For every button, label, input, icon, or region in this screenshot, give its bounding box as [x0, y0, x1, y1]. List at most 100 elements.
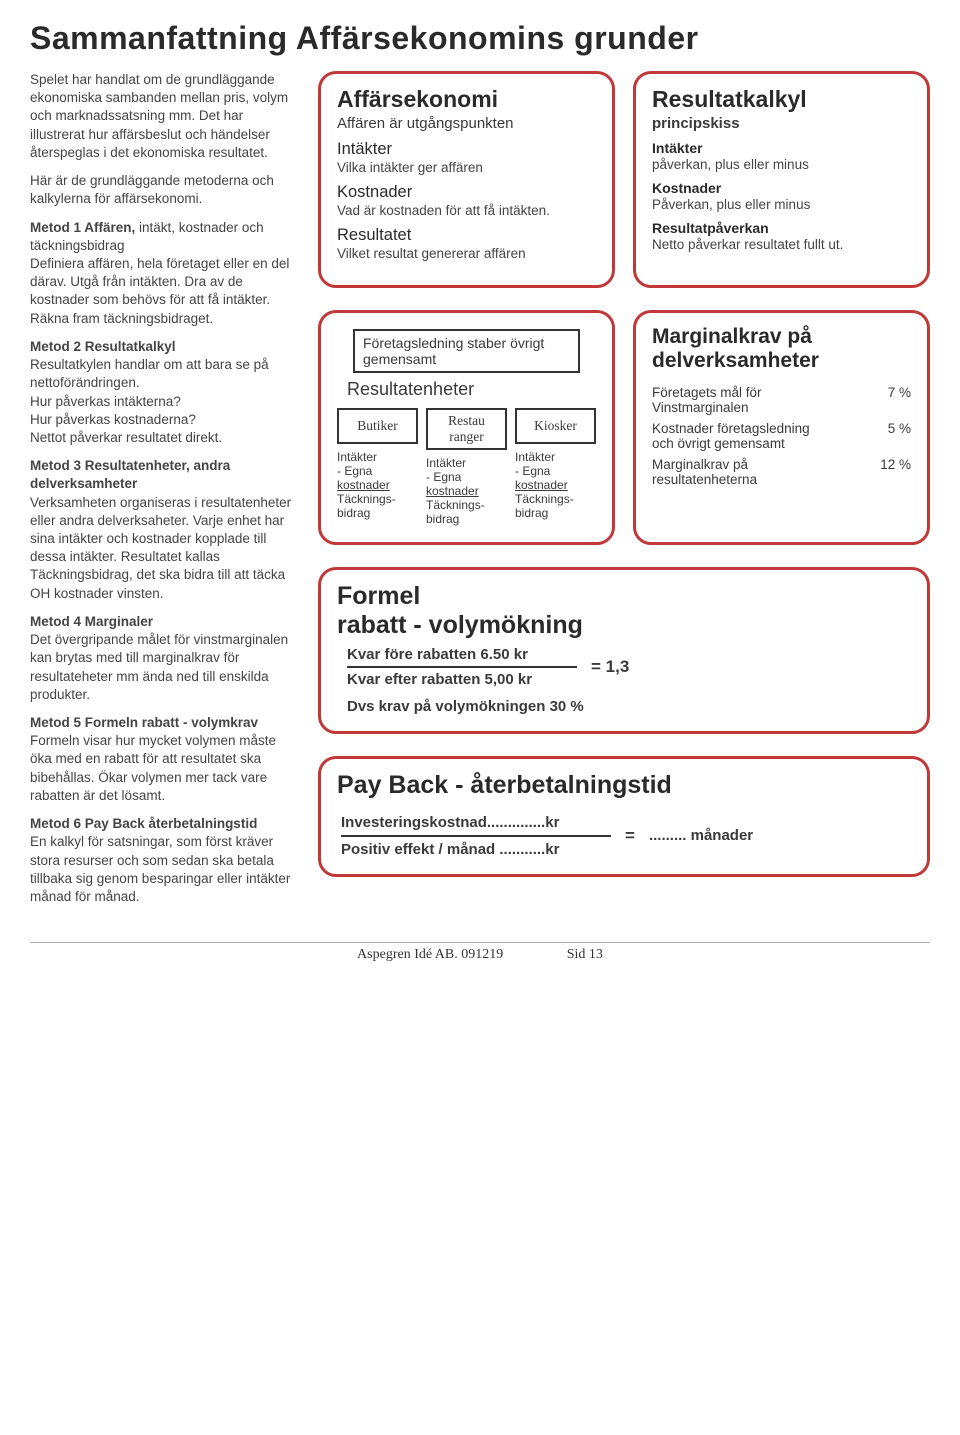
fraction-line: [341, 835, 611, 837]
method-4-body: Det övergripande målet för vinstmarginal…: [30, 632, 288, 702]
unit-line: - Egna: [515, 464, 596, 478]
unit-line: Intäkter: [426, 456, 507, 470]
unit-line: Intäkter: [515, 450, 596, 464]
method-2-title: Metod 2 Resultatkalkyl: [30, 339, 176, 354]
method-4-title: Metod 4 Marginaler: [30, 614, 153, 629]
page-title: Sammanfattning Affärsekonomins grunder: [30, 20, 930, 57]
resultat-sub: principskiss: [652, 115, 911, 132]
resultat-d1t: Intäkter: [652, 140, 911, 156]
method-1-body: intäkt, kostnader och täckningsbidrag De…: [30, 220, 289, 326]
units-row: Butiker Intäkter - Egna kostnader Täckni…: [337, 408, 596, 526]
unit-col-2: Kiosker Intäkter - Egna kostnader Täckni…: [515, 408, 596, 526]
payback-top: Investeringskostnad..............kr: [341, 814, 611, 831]
marginal-row-3: Marginalkrav på resultatenheterna 12 %: [652, 457, 911, 487]
resultat-d1b: påverkan, plus eller minus: [652, 157, 911, 172]
formel-heading: Formel rabatt - volymökning: [337, 582, 911, 640]
method-5-title: Metod 5 Formeln rabatt - volymkrav: [30, 715, 258, 730]
affarsekonomi-box: Affärsekonomi Affären är utgångspunkten …: [318, 71, 615, 288]
units-label: Resultatenheter: [347, 379, 596, 400]
payback-heading: Pay Back - återbetalningstid: [337, 771, 911, 800]
marginal-r1b: 7 %: [888, 385, 911, 415]
method-3-body: Verksamheten organiseras i resultatenhet…: [30, 495, 291, 601]
marginal-box: Marginalkrav på delverksamheter Företage…: [633, 310, 930, 545]
formel-fraction: Kvar före rabatten 6.50 kr Kvar efter ra…: [347, 646, 911, 688]
formel-heading-2: rabatt - volymökning: [337, 611, 583, 639]
method-5: Metod 5 Formeln rabatt - volymkrav Forme…: [30, 714, 300, 805]
unit-line: kostnader: [515, 478, 596, 492]
resultat-d3b: Netto påverkar resultatet fullt ut.: [652, 237, 911, 252]
footer-page: Sid 13: [567, 947, 603, 963]
unit-line: kostnader: [337, 478, 418, 492]
method-4: Metod 4 Marginaler Det övergripande måle…: [30, 613, 300, 704]
unit-line: Täcknings-: [426, 498, 507, 512]
unit-line: bidrag: [337, 506, 418, 520]
payback-eq: =: [625, 826, 635, 846]
left-column: Spelet har handlat om de grundläggande e…: [30, 71, 300, 916]
method-3-title: Metod 3 Resultatenheter, andra delverksa…: [30, 458, 230, 491]
payback-bot: Positiv effekt / månad ...........kr: [341, 841, 611, 858]
marginal-r3b: 12 %: [880, 457, 911, 487]
marginal-heading: Marginalkrav på delverksamheter: [652, 325, 911, 373]
resultat-d3t: Resultatpåverkan: [652, 220, 911, 236]
payback-fraction: Investeringskostnad..............kr Posi…: [341, 814, 911, 858]
unit-name-0: Butiker: [337, 408, 418, 444]
payback-right: ......... månader: [649, 827, 753, 844]
formel-top: Kvar före rabatten 6.50 kr: [347, 646, 577, 663]
unit-line: Täcknings-: [337, 492, 418, 506]
formel-eq: = 1,3: [591, 657, 629, 677]
layout: Spelet har handlat om de grundläggande e…: [30, 71, 930, 916]
mid-row: Företagsledning staber övrigt gemensamt …: [318, 310, 930, 545]
affars-d3b: Vilket resultat genererar affären: [337, 246, 596, 261]
affars-d1t: Intäkter: [337, 140, 596, 159]
affars-d2b: Vad är kostnaden för att få intäkten.: [337, 203, 596, 218]
affars-heading: Affärsekonomi: [337, 86, 596, 113]
unit-line: Intäkter: [337, 450, 418, 464]
affars-sub: Affären är utgångspunkten: [337, 115, 596, 132]
unit-line: bidrag: [515, 506, 596, 520]
formel-box: Formel rabatt - volymökning Kvar före ra…: [318, 567, 930, 734]
marginal-r2a: Kostnader företagsledning och övrigt gem…: [652, 421, 822, 451]
footer: Aspegren Idé AB. 091219 Sid 13: [30, 942, 930, 963]
marginal-row-2: Kostnader företagsledning och övrigt gem…: [652, 421, 911, 451]
units-top: Företagsledning staber övrigt gemensamt: [353, 329, 580, 373]
method-6: Metod 6 Pay Back återbetalningstid En ka…: [30, 815, 300, 906]
unit-col-1: Restau ranger Intäkter - Egna kostnader …: [426, 408, 507, 526]
unit-line: Täcknings-: [515, 492, 596, 506]
unit-name-2: Kiosker: [515, 408, 596, 444]
right-column: Affärsekonomi Affären är utgångspunkten …: [318, 71, 930, 916]
resultat-heading: Resultatkalkyl: [652, 86, 911, 113]
method-3: Metod 3 Resultatenheter, andra delverksa…: [30, 457, 300, 603]
unit-line: bidrag: [426, 512, 507, 526]
method-6-title: Metod 6 Pay Back återbetalningstid: [30, 816, 257, 831]
method-2: Metod 2 Resultatkalkyl Resultatkylen han…: [30, 338, 300, 447]
fraction-line: [347, 666, 577, 668]
method-1: Metod 1 Affären, intäkt, kostnader och t…: [30, 219, 300, 328]
marginal-row-1: Företagets mål för Vinstmarginalen 7 %: [652, 385, 911, 415]
formel-bot: Kvar efter rabatten 5,00 kr: [347, 671, 577, 688]
resultat-d2t: Kostnader: [652, 180, 911, 196]
method-6-body: En kalkyl för satsningar, som först kräv…: [30, 834, 290, 904]
footer-left: Aspegren Idé AB. 091219: [357, 947, 503, 962]
unit-name-1: Restau ranger: [426, 408, 507, 450]
method-2-body: Resultatkylen handlar om att bara se på …: [30, 357, 269, 445]
units-box: Företagsledning staber övrigt gemensamt …: [318, 310, 615, 545]
intro-1: Spelet har handlat om de grundläggande e…: [30, 71, 300, 162]
marginal-r1a: Företagets mål för Vinstmarginalen: [652, 385, 822, 415]
unit-line: - Egna: [337, 464, 418, 478]
unit-line: kostnader: [426, 484, 507, 498]
unit-line: - Egna: [426, 470, 507, 484]
unit-col-0: Butiker Intäkter - Egna kostnader Täckni…: [337, 408, 418, 526]
resultat-d2b: Påverkan, plus eller minus: [652, 197, 911, 212]
formel-result: Dvs krav på volymökningen 30 %: [347, 698, 911, 715]
marginal-r3a: Marginalkrav på resultatenheterna: [652, 457, 822, 487]
affars-d2t: Kostnader: [337, 183, 596, 202]
intro-2: Här är de grundläggande metoderna och ka…: [30, 172, 300, 208]
method-1-title: Metod 1 Affären,: [30, 220, 135, 235]
affars-d3t: Resultatet: [337, 226, 596, 245]
method-5-body: Formeln visar hur mycket volymen måste ö…: [30, 733, 276, 803]
resultatkalkyl-box: Resultatkalkyl principskiss Intäkter påv…: [633, 71, 930, 288]
payback-box: Pay Back - återbetalningstid Investering…: [318, 756, 930, 877]
marginal-r2b: 5 %: [888, 421, 911, 451]
formel-heading-1: Formel: [337, 582, 420, 610]
top-row: Affärsekonomi Affären är utgångspunkten …: [318, 71, 930, 288]
